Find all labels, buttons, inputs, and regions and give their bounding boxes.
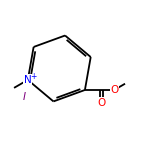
- Text: +: +: [30, 72, 36, 81]
- Text: O: O: [110, 85, 118, 95]
- Text: O: O: [98, 98, 106, 107]
- Text: I: I: [23, 92, 26, 102]
- Text: N: N: [24, 75, 32, 85]
